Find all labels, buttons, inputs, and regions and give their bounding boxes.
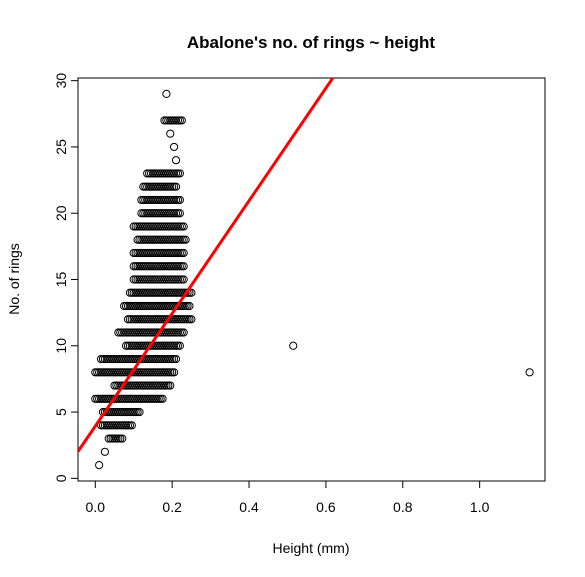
y-tick-label: 30: [53, 73, 69, 89]
data-point: [166, 381, 175, 390]
x-tick-label: 0.0: [86, 499, 106, 515]
data-point: [171, 182, 181, 191]
data-point: [162, 89, 171, 99]
regression-line: [78, 78, 335, 453]
data-point: [179, 222, 188, 231]
y-axis-label: No. of rings: [6, 243, 22, 315]
data-point: [175, 169, 184, 178]
data-point: [175, 209, 184, 218]
y-tick-label: 0: [53, 474, 69, 482]
data-point: [179, 328, 188, 337]
y-tick-label: 15: [53, 272, 69, 288]
data-point: [181, 235, 190, 244]
data-point: [158, 394, 167, 403]
x-tick-label: 0.6: [316, 499, 336, 515]
y-tick-label: 25: [53, 139, 69, 155]
data-point: [127, 421, 136, 430]
plot-frame: [77, 77, 546, 482]
x-tick-label: 1.0: [470, 499, 490, 515]
data-point: [179, 248, 188, 258]
data-points: [91, 89, 534, 470]
data-point: [171, 354, 181, 364]
data-point: [100, 447, 110, 456]
data-point: [118, 434, 127, 443]
data-point: [95, 460, 104, 470]
data-point: [187, 315, 196, 324]
y-tick-label: 5: [53, 408, 69, 416]
x-tick-label: 0.2: [162, 499, 182, 515]
outlier-point: [289, 341, 298, 350]
data-point: [171, 156, 181, 165]
x-axis-label: Height (mm): [272, 540, 349, 556]
y-tick-label: 20: [53, 205, 69, 221]
x-tick-label: 0.8: [393, 499, 413, 515]
data-point: [179, 262, 188, 271]
data-point: [135, 407, 144, 417]
data-point: [169, 142, 179, 152]
x-tick-label: 0.4: [239, 499, 259, 515]
outlier-point: [525, 368, 534, 377]
data-point: [169, 368, 179, 377]
y-tick-label: 10: [53, 338, 69, 354]
data-point: [177, 116, 186, 125]
regression-line-group: [78, 78, 335, 453]
chart-title: Abalone's no. of rings ~ height: [187, 33, 436, 52]
data-point: [179, 275, 188, 284]
data-point: [166, 129, 175, 138]
y-axis: 0 5 10 15 20 25 30: [53, 73, 79, 482]
data-point: [175, 195, 184, 205]
data-point: [175, 341, 184, 350]
x-axis: 0.0 0.2 0.4 0.6 0.8 1.0: [86, 480, 490, 515]
data-point: [185, 301, 194, 311]
